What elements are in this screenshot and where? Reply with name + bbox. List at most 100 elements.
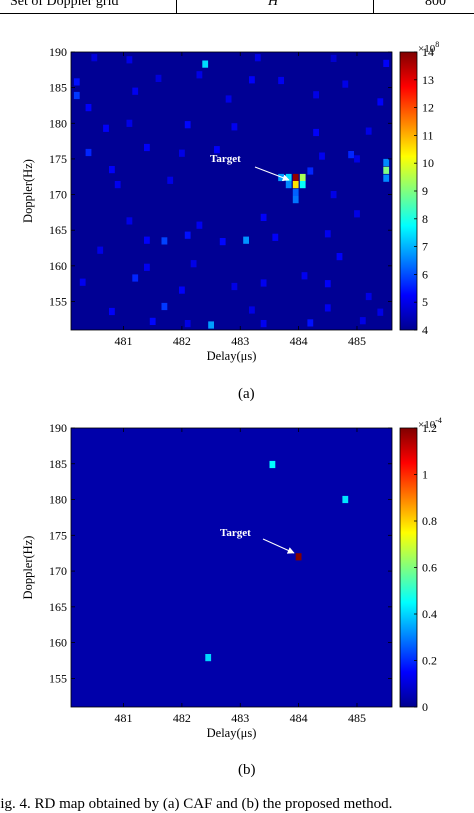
- heatmap-cell: [285, 181, 292, 189]
- colorbar-tick-label: 8: [422, 212, 428, 226]
- heatmap-cell: [249, 306, 255, 314]
- colorbar-tick-label: 6: [422, 267, 428, 281]
- heatmap-cell: [299, 181, 306, 189]
- heatmap-cell: [365, 127, 372, 135]
- heatmap-cell: [272, 233, 279, 241]
- heatmap-cell: [260, 320, 267, 328]
- heatmap-cell: [299, 173, 306, 182]
- y-axis-label: Doppler(Hz): [21, 536, 35, 600]
- heatmap-cell: [324, 280, 331, 288]
- heatmap-cell: [324, 230, 331, 238]
- x-tick-label: 485: [348, 711, 366, 725]
- heatmap-cell: [307, 319, 314, 327]
- heatmap-cell: [269, 460, 276, 469]
- heatmap-cell: [383, 174, 390, 182]
- heatmap-cell: [313, 128, 319, 137]
- heatmap-cell: [144, 236, 150, 244]
- colorbar-tick-label: 4: [422, 323, 428, 337]
- x-tick-label: 484: [290, 711, 308, 725]
- heatmap-cell: [196, 71, 203, 79]
- y-tick-label: 170: [49, 564, 67, 578]
- heatmap-cell: [254, 54, 261, 62]
- heatmap-cell: [330, 191, 337, 199]
- heatmap-cell: [377, 308, 384, 316]
- table-cell-symbol: H: [268, 0, 279, 9]
- heatmap-cell: [167, 176, 174, 184]
- table-cell-label: Set of Doppler grid: [10, 0, 119, 9]
- colorbar-tick-label: 7: [422, 240, 428, 254]
- caption-a: (a): [238, 386, 255, 402]
- table-fragment: Set of Doppler grid H 800: [0, 0, 474, 14]
- panel-b-heatmap: 481 482 483 484 485 155 160 165 170 175 180 185 190 D…: [21, 416, 442, 740]
- heatmap-cell: [231, 282, 238, 291]
- heatmap-cell: [383, 158, 390, 167]
- y-tick-label: 155: [49, 294, 67, 308]
- heatmap-cell: [336, 253, 343, 261]
- y-tick-label: 175: [49, 528, 67, 542]
- heatmap-cell: [179, 149, 185, 157]
- heatmap-cell: [249, 76, 255, 84]
- heatmap-cell: [219, 238, 226, 246]
- y-tick-label: 185: [49, 81, 67, 95]
- heatmap-cell: [196, 221, 203, 229]
- heatmap-cell: [103, 124, 109, 132]
- heatmap-cell: [190, 260, 197, 268]
- caption-b: (b): [238, 762, 256, 778]
- heatmap-cell: [126, 56, 133, 64]
- heatmap-cell: [292, 181, 299, 189]
- heatmap-cell: [114, 181, 121, 189]
- colorbar-tick-label: 1.2: [422, 421, 437, 435]
- heatmap-cell: [231, 123, 238, 131]
- colorbar-tick-label: 11: [422, 128, 434, 142]
- colorbar-tick-label: 0.2: [422, 654, 437, 668]
- heatmap-cell: [79, 278, 86, 286]
- heatmap-cell: [342, 80, 349, 88]
- colorbar-tick-label: 0: [422, 700, 428, 714]
- heatmap-cell: [126, 119, 133, 127]
- heatmap-cell: [377, 98, 384, 106]
- heatmap-cell: [225, 95, 232, 103]
- heatmap-cell: [354, 210, 360, 218]
- heatmap-cell: [214, 146, 220, 154]
- heatmap-cell: [278, 76, 284, 85]
- heatmap-cell: [354, 155, 360, 163]
- heatmap-cell: [260, 279, 267, 287]
- y-tick-label: 180: [49, 493, 67, 507]
- figure-caption: Fig. 4. RD map obtained by (a) CAF and (…: [0, 796, 393, 812]
- plot-frame: [70, 51, 393, 331]
- heatmap-cell: [348, 151, 354, 159]
- x-tick-label: 481: [115, 334, 133, 348]
- colorbar-tick-label: 10: [422, 156, 434, 170]
- heatmap-cell: [319, 152, 325, 160]
- x-tick-label: 483: [231, 711, 249, 725]
- plot-frame: [70, 427, 393, 708]
- heatmap-cell: [301, 272, 308, 280]
- heatmap-cell: [155, 74, 162, 82]
- colorbar-tick-label: 1: [422, 468, 428, 482]
- x-tick-label: 481: [115, 711, 133, 725]
- target-arrow: [262, 538, 295, 554]
- colorbar-tick-label: 12: [422, 101, 434, 115]
- colorbar-exponent: ×10-4: [418, 416, 442, 431]
- heatmap-cell: [132, 274, 139, 282]
- y-tick-label: 160: [49, 259, 67, 273]
- heatmap-cell: [307, 167, 314, 175]
- y-tick-label: 165: [49, 223, 67, 237]
- heatmap-cell: [85, 148, 92, 157]
- target-arrow: [254, 166, 290, 182]
- x-tick-label: 485: [348, 334, 366, 348]
- colorbar-tick-label: 0.8: [422, 514, 437, 528]
- y-tick-label: 190: [49, 45, 67, 59]
- heatmap-cell: [330, 54, 337, 62]
- heatmap-cell: [109, 307, 115, 316]
- colorbar-tick-label: 0.6: [422, 561, 437, 575]
- heatmap-cell: [144, 263, 150, 271]
- table-cell-value: 800: [425, 0, 446, 9]
- heatmap-cell: [365, 292, 372, 301]
- panel-a-heatmap: 481 482 483 484 485155160165170175180185190D…: [21, 40, 439, 363]
- y-tick-label: 175: [49, 152, 67, 166]
- heatmap-cell: [313, 91, 319, 99]
- target-annotation: Target: [220, 527, 251, 539]
- y-axis-label: Doppler(Hz): [21, 159, 35, 223]
